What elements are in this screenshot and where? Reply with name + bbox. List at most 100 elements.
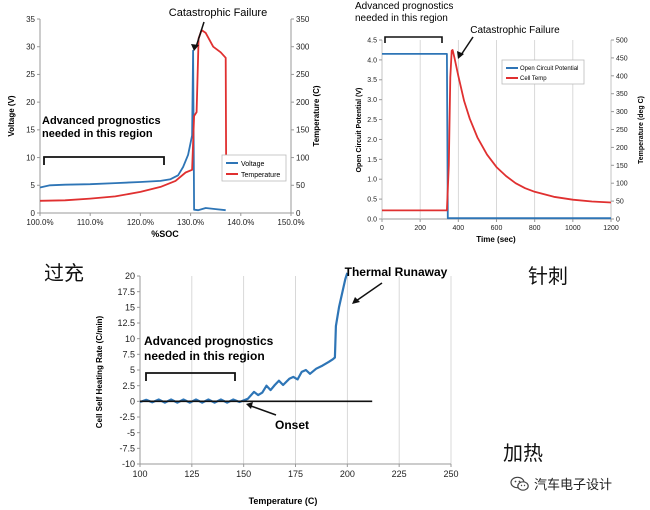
y-tick-label: 4.5 (367, 37, 377, 44)
y2-tick-label: 50 (616, 199, 624, 206)
overcharge-legend-voltage: Voltage (241, 161, 264, 168)
x-tick-label: 150.0% (277, 218, 304, 227)
heating-caption: 加热 (503, 441, 543, 465)
nail-series (382, 49, 612, 220)
x-tick-label: 200 (340, 469, 355, 479)
nail-failure-annotation: Catastrophic Failure (457, 25, 560, 59)
nail-chart: 0 200 400 600 800 1000 1200 0.00.51.01.52.02.5… (355, 1, 645, 244)
heating-onset-text: Onset (275, 418, 309, 432)
heating-y-ticks: -10 -7.5 -5 -2.5 0 2.5 5 7.5 10 12.5 15 17.5 20 (117, 271, 140, 469)
y-tick-label: -2.5 (119, 412, 135, 422)
x-tick-label: 1200 (603, 225, 619, 232)
x-tick-label: 600 (491, 225, 503, 232)
series-line (382, 49, 612, 212)
x-tick-label: 140.0% (227, 218, 254, 227)
y2-tick-label: 100 (616, 181, 628, 188)
y-tick-label: -7.5 (119, 443, 135, 453)
heating-x-ticks: 100 125 150 175 200 225 250 (132, 464, 459, 479)
x-tick-label: 100 (132, 469, 147, 479)
heating-y-label: Cell Self Heating Rate (C/min) (95, 315, 104, 428)
watermark: 汽车电子设计 (510, 474, 612, 493)
y2-tick-label: 450 (616, 55, 628, 62)
nail-y-ticks: 0.0 0.5 1.0 1.5 2.0 2.5 3.0 3.5 4.0 4.5 (367, 37, 382, 223)
series-line (382, 53, 611, 220)
overcharge-caption: 过充 (44, 261, 84, 285)
overcharge-y2-ticks: 0 50 100 150 200 250 300 350 (291, 15, 310, 218)
overcharge-prognostics-annotation: Advanced prognostics needed in this regi… (42, 115, 165, 165)
y-tick-label: 3.0 (367, 97, 377, 104)
y-tick-label: 5 (130, 365, 135, 375)
y-tick-label: 0 (130, 396, 135, 406)
overcharge-axes (39, 19, 292, 214)
nail-legend: Open Circuit Potential Cell Temp (501, 59, 585, 85)
x-tick-label: 100.0% (26, 218, 53, 227)
y-tick-label: 2.5 (367, 117, 377, 124)
nail-x-label: Time (sec) (476, 235, 516, 244)
y2-tick-label: 100 (296, 153, 310, 162)
y-tick-label: 20 (26, 98, 35, 107)
x-tick-label: 125 (184, 469, 199, 479)
nail-y2-label: Temperature (deg C) (638, 96, 645, 164)
y2-tick-label: 300 (616, 109, 628, 116)
heating-x-label: Temperature (C) (249, 496, 318, 506)
y-tick-label: 0.5 (367, 197, 377, 204)
heating-chart: 100 125 150 175 200 225 250 -10 -7.5 -5 -2.5 0 2.5 5… (95, 265, 459, 506)
y2-tick-label: 250 (616, 127, 628, 134)
y-tick-label: 5 (31, 181, 36, 190)
nail-y-label: Open Circuit Potential (V) (356, 88, 363, 173)
y2-tick-label: 0 (296, 209, 301, 218)
watermark-text: 汽车电子设计 (534, 478, 613, 493)
x-tick-label: 1000 (565, 225, 581, 232)
y-tick-label: 30 (26, 43, 35, 52)
nail-prognostics-text: Advanced prognostics needed in this regi… (355, 1, 454, 24)
y2-tick-label: 300 (296, 43, 310, 52)
y-tick-label: 10 (26, 153, 35, 162)
y-tick-label: 4.0 (367, 57, 377, 64)
x-tick-label: 110.0% (77, 218, 104, 227)
y-tick-label: 12.5 (117, 318, 135, 328)
x-tick-label: 120.0% (127, 218, 154, 227)
y-tick-label: 2.0 (367, 137, 377, 144)
x-tick-label: 150 (236, 469, 251, 479)
y-tick-label: 15 (125, 302, 135, 312)
heating-onset-annotation: Onset (246, 402, 309, 432)
heating-runaway-annotation: Thermal Runaway (345, 265, 448, 304)
heating-prognostics-text: Advanced prognostics needed in this regi… (144, 334, 274, 363)
overcharge-y-ticks: 0 5 10 15 20 25 30 35 (26, 15, 40, 218)
series-line (39, 29, 228, 202)
overcharge-x-label: %SOC (151, 229, 179, 239)
nail-x-ticks: 0 200 400 600 800 1000 1200 (380, 219, 619, 232)
overcharge-y2-label: Temperature (C) (312, 85, 321, 147)
overcharge-prognostics-text: Advanced prognostics needed in this regi… (42, 115, 161, 140)
heating-prognostics-annotation: Advanced prognostics needed in this regi… (144, 334, 274, 381)
x-tick-label: 0 (380, 225, 384, 232)
x-tick-label: 400 (452, 225, 464, 232)
nail-legend-ocp: Open Circuit Potential (520, 66, 578, 72)
overcharge-legend: Voltage Temperature (221, 154, 287, 182)
y-tick-label: -10 (122, 459, 135, 469)
wechat-icon (510, 476, 530, 492)
y-tick-label: 10 (125, 334, 135, 344)
y-tick-label: 0 (31, 209, 36, 218)
y-tick-label: -5 (127, 428, 135, 438)
overcharge-series (39, 29, 228, 212)
y2-tick-label: 150 (616, 163, 628, 170)
x-tick-label: 800 (529, 225, 541, 232)
y-tick-label: 25 (26, 70, 35, 79)
y-tick-label: 20 (125, 271, 135, 281)
overcharge-failure-annotation: Catastrophic Failure (169, 7, 267, 51)
nail-y2-ticks: 0 50 100 150 200 250 300 350 400 450 500 (611, 37, 628, 223)
overcharge-y-label: Voltage (V) (7, 95, 16, 137)
y-tick-label: 2.5 (122, 381, 135, 391)
y2-tick-label: 350 (616, 91, 628, 98)
y-tick-label: 0.0 (367, 216, 377, 223)
nail-legend-temp: Cell Temp (520, 76, 547, 82)
overcharge-failure-text: Catastrophic Failure (169, 7, 267, 19)
y2-tick-label: 250 (296, 70, 310, 79)
y2-tick-label: 200 (296, 98, 310, 107)
y2-tick-label: 200 (616, 145, 628, 152)
x-tick-label: 225 (392, 469, 407, 479)
y-tick-label: 17.5 (117, 287, 135, 297)
y2-tick-label: 400 (616, 73, 628, 80)
overcharge-legend-temperature: Temperature (241, 172, 280, 179)
